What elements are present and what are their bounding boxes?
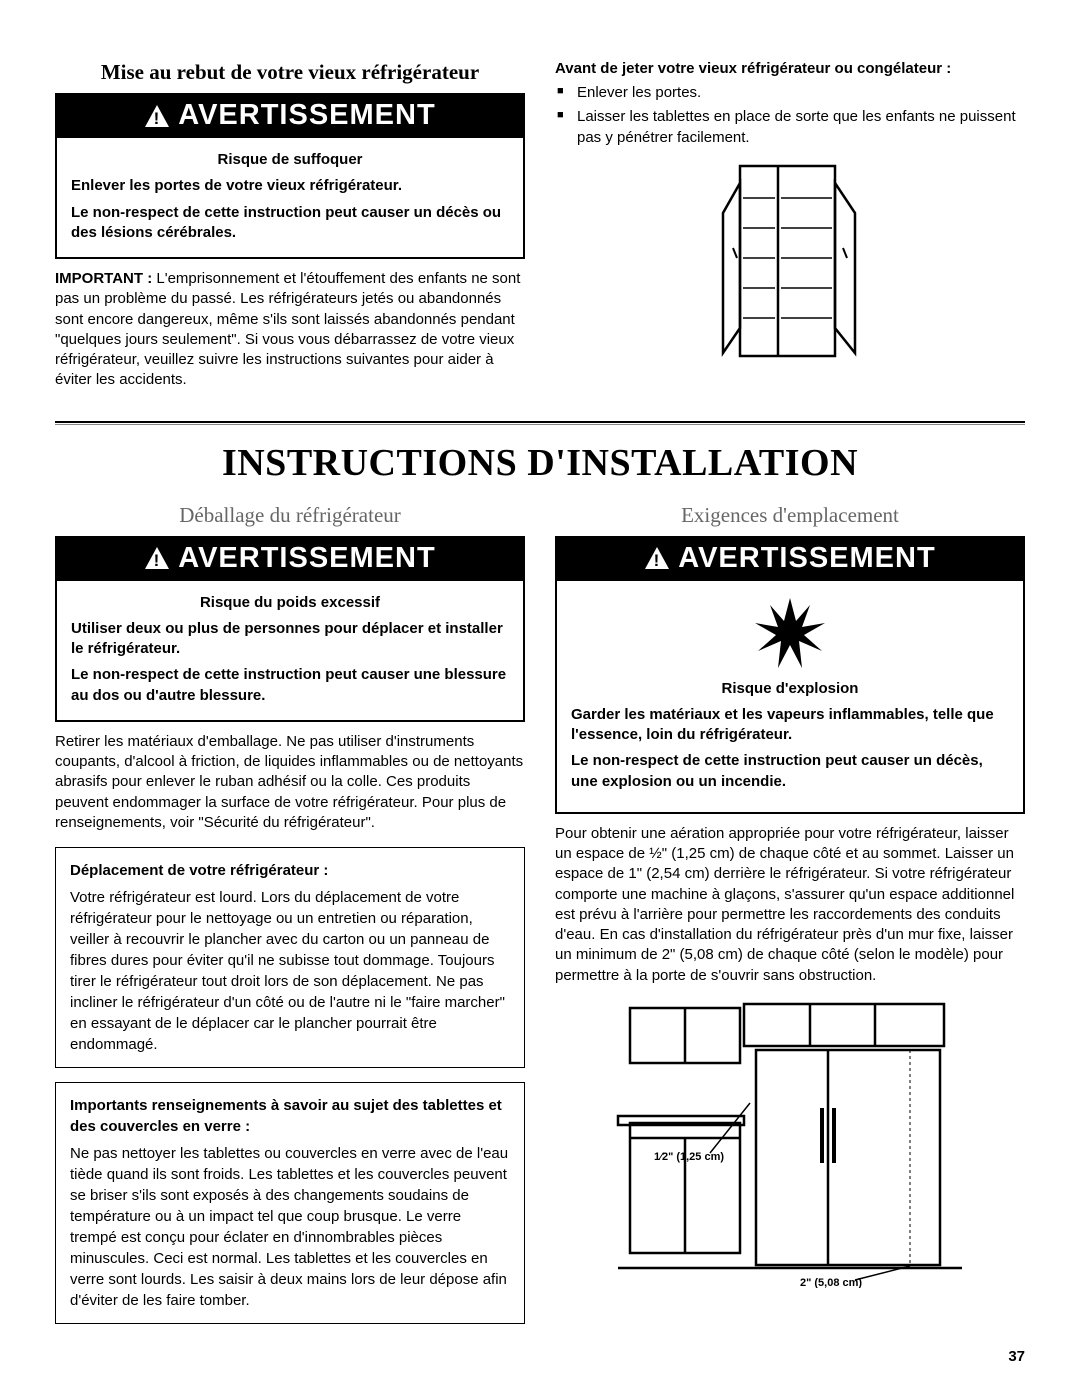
warning-label: AVERTISSEMENT	[178, 99, 435, 132]
weight-l3: Le non-respect de cette instruction peut…	[71, 665, 509, 706]
glass-box: Importants renseignements à savoir au su…	[55, 1082, 525, 1324]
bottom-row: Déballage du réfrigérateur ! AVERTISSEME…	[55, 503, 1025, 1325]
svg-text:!: !	[654, 551, 661, 570]
warning-bar-explosion: ! AVERTISSEMENT	[555, 536, 1025, 579]
before-disposal-heading: Avant de jeter votre vieux réfrigérateur…	[555, 60, 1025, 77]
warning-triangle-icon: !	[144, 104, 170, 128]
unpack-text: Retirer les matériaux d'emballage. Ne pa…	[55, 732, 525, 833]
disposal-subheading: Mise au rebut de votre vieux réfrigérate…	[55, 60, 525, 85]
warning-triangle-icon: !	[644, 546, 670, 570]
fridge-open-illustration	[715, 158, 865, 368]
warning-label: AVERTISSEMENT	[178, 542, 435, 575]
section-divider	[55, 421, 1025, 425]
explosion-icon	[750, 593, 830, 673]
moving-box: Déplacement de votre réfrigérateur : Vot…	[55, 847, 525, 1068]
expl-l3: Le non-respect de cette instruction peut…	[571, 751, 1009, 792]
important-paragraph: IMPORTANT : L'emprisonnement et l'étouff…	[55, 269, 525, 391]
svg-text:!: !	[154, 109, 161, 128]
svg-text:!: !	[154, 551, 161, 570]
important-label: IMPORTANT :	[55, 270, 152, 287]
dim-half-inch: 1⁄2" (1,25 cm)	[654, 1151, 724, 1163]
top-row: Mise au rebut de votre vieux réfrigérate…	[55, 60, 1025, 399]
unpack-col: Déballage du réfrigérateur ! AVERTISSEME…	[55, 503, 525, 1325]
top-left-col: Mise au rebut de votre vieux réfrigérate…	[55, 60, 525, 399]
page-number: 37	[55, 1348, 1025, 1365]
unpack-subheading: Déballage du réfrigérateur	[55, 503, 525, 528]
warn-line-2: Enlever les portes de votre vieux réfrig…	[71, 176, 509, 196]
weight-l1: Risque du poids excessif	[71, 593, 509, 613]
top-right-col: Avant de jeter votre vieux réfrigérateur…	[555, 60, 1025, 399]
glass-text: Ne pas nettoyer les tablettes ou couverc…	[70, 1143, 510, 1311]
dim-two-inch: 2" (5,08 cm)	[800, 1277, 862, 1288]
warn-line-1: Risque de suffoquer	[71, 150, 509, 170]
location-subheading: Exigences d'emplacement	[555, 503, 1025, 528]
unpack-paragraph: Retirer les matériaux d'emballage. Ne pa…	[55, 732, 525, 833]
weight-l2: Utiliser deux ou plus de personnes pour …	[71, 619, 509, 660]
warn-line-3: Le non-respect de cette instruction peut…	[71, 203, 509, 244]
warning-bar-weight: ! AVERTISSEMENT	[55, 536, 525, 579]
expl-l1: Risque d'explosion	[571, 679, 1009, 699]
expl-l2: Garder les matériaux et les vapeurs infl…	[571, 705, 1009, 746]
important-text: L'emprisonnement et l'étouffement des en…	[55, 270, 520, 388]
bullet-2: Laisser les tablettes en place de sorte …	[555, 107, 1025, 148]
moving-lead: Déplacement de votre réfrigérateur :	[70, 860, 510, 881]
main-heading: INSTRUCTIONS D'INSTALLATION	[55, 441, 1025, 485]
warning-bar-top: ! AVERTISSEMENT	[55, 93, 525, 136]
bullet-1: Enlever les portes.	[555, 83, 1025, 103]
warning-label: AVERTISSEMENT	[678, 542, 935, 575]
clearance-text: Pour obtenir une aération appropriée pou…	[555, 824, 1025, 986]
clearance-paragraph: Pour obtenir une aération appropriée pou…	[555, 824, 1025, 986]
moving-text: Votre réfrigérateur est lourd. Lors du d…	[70, 887, 510, 1055]
location-col: Exigences d'emplacement ! AVERTISSEMENT …	[555, 503, 1025, 1325]
glass-lead: Importants renseignements à savoir au su…	[70, 1095, 510, 1137]
suffocation-warning-box: Risque de suffoquer Enlever les portes d…	[55, 136, 525, 259]
explosion-warning-box: Risque d'explosion Garder les matériaux …	[555, 579, 1025, 814]
warning-triangle-icon: !	[144, 546, 170, 570]
weight-warning-box: Risque du poids excessif Utiliser deux o…	[55, 579, 525, 722]
disposal-bullets: Enlever les portes. Laisser les tablette…	[555, 83, 1025, 148]
cabinet-clearance-illustration: 1⁄2" (1,25 cm) 2" (5,08 cm)	[610, 998, 970, 1288]
